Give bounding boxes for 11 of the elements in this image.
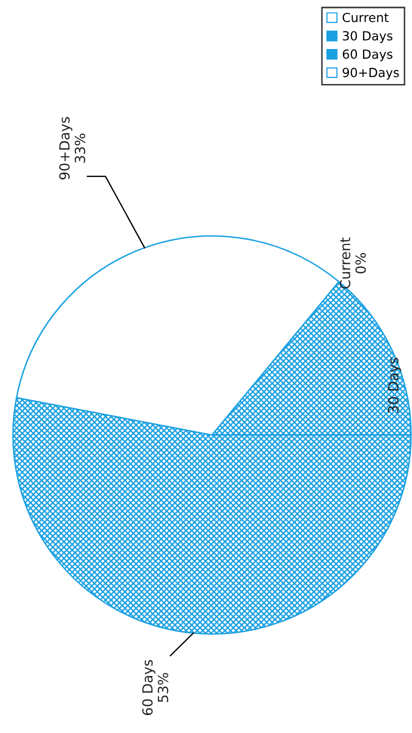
- data-label: 33%: [74, 134, 86, 163]
- slice-label: 90+Days: [59, 117, 72, 180]
- slice-label: 30 Days: [388, 358, 402, 413]
- legend-label: 90+Days: [342, 68, 399, 80]
- text: 0%: [355, 253, 366, 274]
- slice-label: 60 Days: [142, 660, 156, 716]
- category-label: 60 Days: [342, 49, 392, 62]
- data-label: 53%: [158, 672, 168, 702]
- legend-label: Current: [342, 12, 389, 22]
- category-label: 30 Days: [342, 31, 392, 43]
- category-label: Current: [340, 238, 350, 289]
